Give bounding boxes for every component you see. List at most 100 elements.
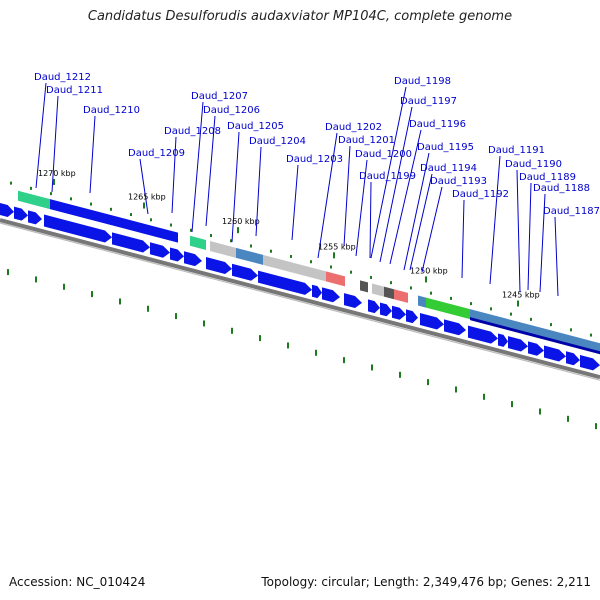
cog-box-2 — [50, 199, 118, 227]
gene-leader-line — [389, 129, 422, 265]
gene-leader-line — [317, 132, 338, 259]
minor-tick — [370, 275, 372, 279]
minor-tick — [470, 302, 472, 306]
cds-strand1-1 — [0, 203, 14, 218]
cds-strand1-9 — [206, 256, 232, 274]
cds-strand1-26 — [566, 351, 580, 366]
gene-label: Daud_1207 — [191, 91, 248, 102]
cog-box-14 — [418, 295, 426, 308]
minor-tick — [30, 186, 32, 190]
gene-label: Daud_1208 — [164, 126, 221, 137]
position-marker: 1270 kbp — [38, 169, 76, 178]
minor-tick — [350, 270, 352, 274]
gene-label: Daud_1193 — [430, 176, 487, 187]
cog-box-6 — [210, 241, 236, 258]
gene-leader-line — [539, 193, 546, 293]
minor-tick — [170, 223, 172, 227]
cds-strand1-17 — [392, 305, 406, 320]
cog-box-13 — [394, 289, 408, 303]
minor-tick — [110, 207, 112, 211]
cog-box-4 — [155, 226, 178, 243]
gene-label: Daud_1210 — [83, 105, 140, 116]
cog-box-16 — [448, 303, 470, 320]
cds-strand1-2 — [14, 206, 28, 221]
gene-label: Daud_1211 — [46, 85, 103, 96]
gene-label: Daud_1212 — [34, 72, 91, 83]
gene-label: Daud_1194 — [420, 163, 477, 174]
gene-label: Daud_1190 — [505, 159, 562, 170]
cog-box-11 — [372, 283, 384, 297]
gene-leader-line — [355, 159, 368, 257]
cds-strand1-23 — [508, 336, 528, 352]
cds-stripe-1 — [470, 317, 600, 355]
gene-leader-line — [461, 199, 465, 279]
gene-leader-line — [291, 164, 299, 241]
cds-strand1-27 — [580, 354, 600, 371]
gene-label: Daud_1196 — [409, 119, 466, 130]
gene-leader-line — [139, 158, 149, 215]
gene-label: Daud_1204 — [249, 136, 306, 147]
gene-label: Daud_1195 — [417, 142, 474, 153]
cds-strand1-18 — [406, 309, 418, 324]
position-marker: 1255 kbp — [318, 242, 356, 251]
gene-label: Daud_1206 — [203, 105, 260, 116]
topology-text: Topology: circular; Length: 2,349,476 bp… — [261, 575, 591, 589]
gene-leader-line — [379, 106, 413, 263]
gene-leader-line — [35, 82, 47, 189]
cog-box-5 — [190, 235, 206, 250]
gene-label: Daud_1197 — [400, 96, 457, 107]
cds-strand1-15 — [368, 299, 380, 314]
minor-tick — [50, 192, 52, 196]
gene-label: Daud_1191 — [488, 145, 545, 156]
cds-strand1-7 — [170, 247, 184, 262]
minor-tick — [70, 197, 72, 201]
cog-box-9 — [326, 271, 345, 287]
cds-strand1-6 — [150, 242, 170, 258]
gene-leader-line — [231, 131, 240, 243]
cog-box-8 — [263, 254, 326, 282]
gene-label: Daud_1201 — [338, 135, 395, 146]
gene-label: Daud_1203 — [286, 154, 343, 165]
position-marker: 1260 kbp — [222, 217, 260, 226]
cog-box-17 — [470, 309, 505, 329]
position-marker: 1265 kbp — [128, 193, 166, 202]
cds-strand1-10 — [232, 263, 258, 281]
gene-leader-line — [409, 173, 433, 271]
cds-strand1-22 — [498, 333, 508, 347]
cds-strand1-3 — [28, 210, 42, 225]
cds-strand1-24 — [528, 341, 544, 356]
gene-label: Daud_1198 — [394, 76, 451, 87]
cog-box-18 — [505, 318, 545, 339]
gene-leader-line — [527, 182, 532, 291]
cds-strand1-19 — [420, 313, 444, 330]
gene-label: Daud_1189 — [519, 172, 576, 183]
cds-strand1-4 — [44, 214, 112, 243]
cds-strand1-5 — [112, 232, 150, 253]
minor-tick — [570, 328, 572, 332]
minor-tick — [530, 317, 532, 321]
genome-title: Candidatus Desulforudis audaxviator MP10… — [87, 9, 513, 24]
gene-leader-line — [191, 101, 204, 233]
cds-strand1-16 — [380, 302, 392, 317]
gene-label: Daud_1202 — [325, 122, 382, 133]
minor-tick — [450, 296, 452, 300]
minor-tick — [210, 234, 212, 238]
minor-tick — [510, 312, 512, 316]
minor-tick — [230, 239, 232, 243]
gene-leader-line — [516, 169, 521, 293]
minor-tick — [430, 291, 432, 295]
accession-text: Accession: NC_010424 — [9, 575, 146, 589]
minor-tick — [190, 228, 192, 232]
genome-backbone — [0, 218, 600, 380]
minor-tick — [150, 218, 152, 222]
position-marker: 1250 kbp — [410, 266, 448, 275]
cds-strand1-21 — [468, 325, 498, 344]
gene-label: Daud_1187 — [543, 206, 600, 217]
gene-label: Daud_1205 — [227, 121, 284, 132]
gene-leader-line — [489, 155, 501, 285]
cog-box-19 — [545, 328, 600, 354]
gene-leader-line — [51, 95, 59, 193]
gene-label: Daud_1192 — [452, 189, 509, 200]
gene-leader-line — [255, 146, 262, 237]
